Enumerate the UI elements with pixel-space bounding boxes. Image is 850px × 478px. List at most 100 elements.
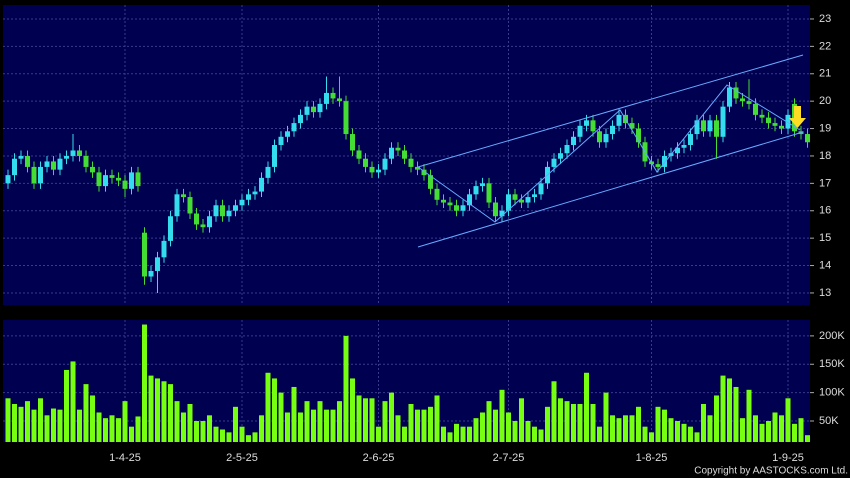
candle-body xyxy=(785,114,791,129)
volume-bar xyxy=(135,416,141,442)
volume-bar xyxy=(12,403,17,442)
candle-body xyxy=(688,134,693,145)
x-tick-label: 1-4-25 xyxy=(109,452,141,464)
candle-body xyxy=(681,145,687,148)
candle-body xyxy=(187,197,193,214)
candle-body xyxy=(207,216,212,228)
volume-bar xyxy=(161,381,167,442)
volume-bar xyxy=(480,412,485,442)
candle-body xyxy=(415,166,420,170)
volume-bar xyxy=(720,375,726,442)
volume-bar xyxy=(363,398,368,442)
candle-body xyxy=(701,120,706,132)
candle-body xyxy=(746,101,752,104)
volume-bar xyxy=(226,432,232,442)
volume-bar xyxy=(441,426,446,442)
candle-body xyxy=(766,117,771,124)
y-tick-label: 17 xyxy=(819,177,831,189)
candle-body xyxy=(64,155,69,159)
volume-bar xyxy=(155,378,160,442)
candle-body xyxy=(38,166,43,184)
candle-body xyxy=(577,125,583,137)
candle-body xyxy=(311,106,316,113)
candle-body xyxy=(441,199,446,203)
candle-body xyxy=(44,161,50,167)
zigzag xyxy=(417,84,801,223)
volume-bar xyxy=(499,389,505,442)
volume-bar xyxy=(311,409,316,442)
volume-bar xyxy=(174,401,180,442)
candle-body xyxy=(194,213,199,225)
candle-body xyxy=(233,205,238,211)
volume-bar xyxy=(298,412,303,442)
candle-body xyxy=(707,120,713,132)
volume-bar xyxy=(103,418,108,442)
y-tick-label: 150K xyxy=(819,358,845,370)
candle-body xyxy=(421,169,427,176)
volume-bar xyxy=(434,395,440,442)
candle-body xyxy=(330,92,336,99)
candle-body xyxy=(389,147,394,159)
candle-body xyxy=(96,172,102,187)
candle-body xyxy=(408,158,414,167)
volume-bar xyxy=(44,415,50,442)
x-tick-label: 2-5-25 xyxy=(226,452,258,464)
volume-bar xyxy=(636,406,641,442)
candle-body xyxy=(434,188,440,200)
volume-bar xyxy=(194,421,199,442)
candle-body xyxy=(564,145,570,154)
candle-body xyxy=(512,194,518,200)
volume-bar xyxy=(701,403,706,442)
y-tick-label: 100K xyxy=(819,387,845,399)
volume-bar xyxy=(538,429,544,442)
y-tick-label: 15 xyxy=(819,232,831,244)
volume-bar xyxy=(369,398,375,442)
candle-body xyxy=(161,240,167,258)
candle-body xyxy=(83,155,89,167)
candle-body xyxy=(220,205,225,217)
candle-body xyxy=(610,125,615,135)
volume-bar xyxy=(779,415,784,442)
volume-bar xyxy=(655,406,661,442)
candle-body xyxy=(584,120,589,126)
volume-bar xyxy=(694,432,700,442)
volume-bar xyxy=(506,412,511,442)
candle-body xyxy=(428,175,433,189)
candle-body xyxy=(376,169,381,173)
candle-body xyxy=(447,202,453,206)
candle-body xyxy=(252,191,258,195)
candle-body xyxy=(77,150,82,156)
candle-body xyxy=(116,177,121,181)
candle-body xyxy=(805,134,810,143)
candle-body xyxy=(31,166,37,184)
candle-body xyxy=(558,153,563,159)
volume-bar xyxy=(454,423,459,442)
candle-body xyxy=(135,172,141,187)
candle-body xyxy=(181,194,186,198)
candle-body xyxy=(538,183,544,195)
volume-bar xyxy=(629,415,635,442)
volume-bar xyxy=(532,426,537,442)
candle-body xyxy=(395,147,401,151)
volume-bar xyxy=(467,426,472,442)
volume-bar xyxy=(610,415,615,442)
candle-body xyxy=(473,186,479,195)
y-tick-label: 13 xyxy=(819,287,831,299)
volume-bar xyxy=(402,426,407,442)
candle-body xyxy=(317,103,323,113)
candle-body xyxy=(324,92,329,104)
volume-bar xyxy=(512,421,518,442)
candle-body xyxy=(298,114,303,124)
candle-body xyxy=(18,155,24,159)
volume-bar xyxy=(64,369,69,442)
signal-arrow xyxy=(789,106,806,128)
volume-bar xyxy=(486,401,492,442)
volume-bar xyxy=(317,401,323,442)
y-tick-label: 19 xyxy=(819,122,831,134)
volume-bar xyxy=(584,372,589,442)
candle-body xyxy=(694,120,700,135)
candle-body xyxy=(662,155,667,167)
candle-body xyxy=(655,164,661,167)
x-tick-label: 1-9-25 xyxy=(772,452,804,464)
